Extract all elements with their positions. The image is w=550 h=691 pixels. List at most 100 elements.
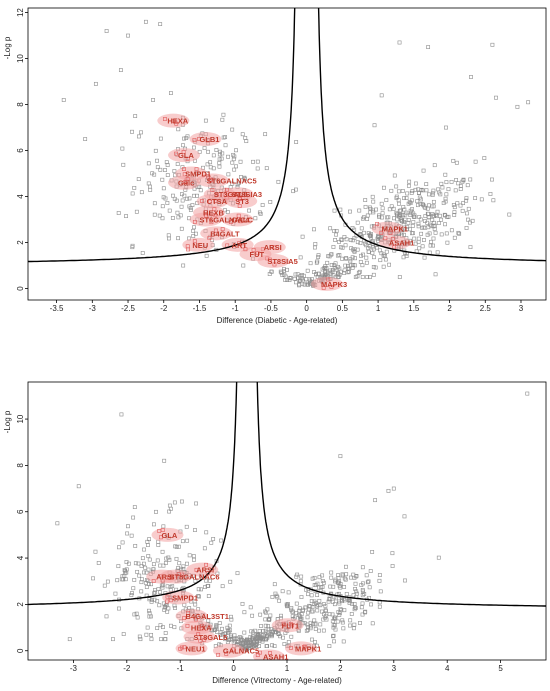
data-point (300, 281, 305, 286)
data-point (357, 208, 362, 213)
data-point (167, 509, 172, 514)
data-point (358, 241, 363, 246)
data-point (310, 637, 314, 642)
data-point (469, 75, 473, 79)
data-point (378, 258, 383, 263)
data-point (317, 575, 322, 580)
data-point (380, 215, 384, 220)
data-point (204, 578, 209, 583)
data-point (391, 206, 396, 211)
data-point (134, 611, 139, 616)
data-point (332, 639, 336, 644)
data-point (147, 582, 151, 586)
data-point (334, 267, 339, 272)
x-tick-label: -3 (70, 664, 78, 673)
data-point (375, 236, 380, 241)
data-point (444, 180, 449, 185)
data-point (371, 265, 376, 269)
data-point (453, 188, 458, 193)
data-point (443, 222, 447, 227)
data-point (378, 589, 383, 594)
data-point (182, 193, 187, 198)
data-point (226, 172, 231, 177)
data-point-highlight (390, 237, 395, 241)
data-point (217, 164, 222, 169)
data-point (295, 272, 300, 277)
data-point (164, 160, 169, 165)
data-point (131, 586, 136, 591)
data-point (265, 630, 270, 635)
data-point (360, 263, 365, 268)
data-point (147, 608, 151, 613)
data-point (196, 594, 201, 598)
data-point (161, 186, 166, 191)
x-tick-label: -2.5 (121, 304, 135, 313)
data-point (165, 173, 170, 177)
gene-label: GLB1 (199, 135, 219, 144)
data-point (494, 95, 498, 100)
data-point (344, 237, 349, 242)
data-point (384, 249, 389, 254)
data-point (402, 196, 406, 201)
data-point (316, 255, 321, 259)
data-point (379, 251, 384, 256)
data-point (337, 253, 342, 257)
data-point (436, 221, 441, 226)
data-point (193, 231, 198, 236)
data-point (332, 602, 337, 607)
data-point (139, 130, 143, 135)
data-point (334, 232, 338, 237)
data-point (466, 206, 471, 211)
data-point (306, 627, 310, 632)
data-point (439, 181, 444, 186)
gene-label: GLA (178, 151, 194, 160)
highlight-halo (310, 276, 343, 291)
highlight-halo (271, 618, 304, 633)
data-point (350, 265, 355, 270)
data-point (329, 575, 334, 580)
data-point (149, 582, 153, 587)
data-point (370, 550, 375, 554)
data-point-highlight (204, 562, 208, 567)
data-point (161, 625, 165, 630)
data-point (443, 199, 448, 204)
data-point (337, 601, 342, 606)
data-point (297, 282, 302, 287)
data-point (177, 544, 181, 549)
data-point (224, 636, 229, 640)
data-point-highlight (213, 228, 218, 233)
x-tick-label: -0.5 (264, 304, 278, 313)
data-point (372, 123, 377, 128)
data-point (187, 553, 192, 558)
data-point (290, 609, 295, 614)
data-point (150, 597, 155, 602)
data-point (442, 212, 447, 217)
data-point (131, 515, 136, 520)
data-point (146, 161, 151, 166)
data-point-highlight (329, 284, 334, 289)
data-point (132, 185, 137, 190)
data-point (61, 98, 66, 102)
data-point (444, 231, 449, 236)
data-point (433, 272, 438, 277)
data-point-highlight (255, 251, 260, 256)
data-point (180, 539, 185, 544)
data-point (436, 187, 441, 192)
data-point (397, 201, 401, 206)
data-point (383, 257, 388, 262)
data-point-highlight (171, 118, 176, 123)
data-point (181, 564, 186, 569)
data-point (204, 530, 209, 535)
data-point (124, 214, 128, 219)
data-point (312, 227, 316, 232)
data-point (366, 249, 371, 254)
data-point (339, 597, 344, 602)
data-point (102, 583, 107, 588)
data-point (454, 178, 458, 182)
data-point (377, 604, 382, 609)
data-point (123, 569, 128, 573)
data-point (126, 524, 130, 529)
data-point (326, 599, 331, 604)
data-point-highlight (202, 637, 207, 642)
data-point (361, 230, 366, 235)
